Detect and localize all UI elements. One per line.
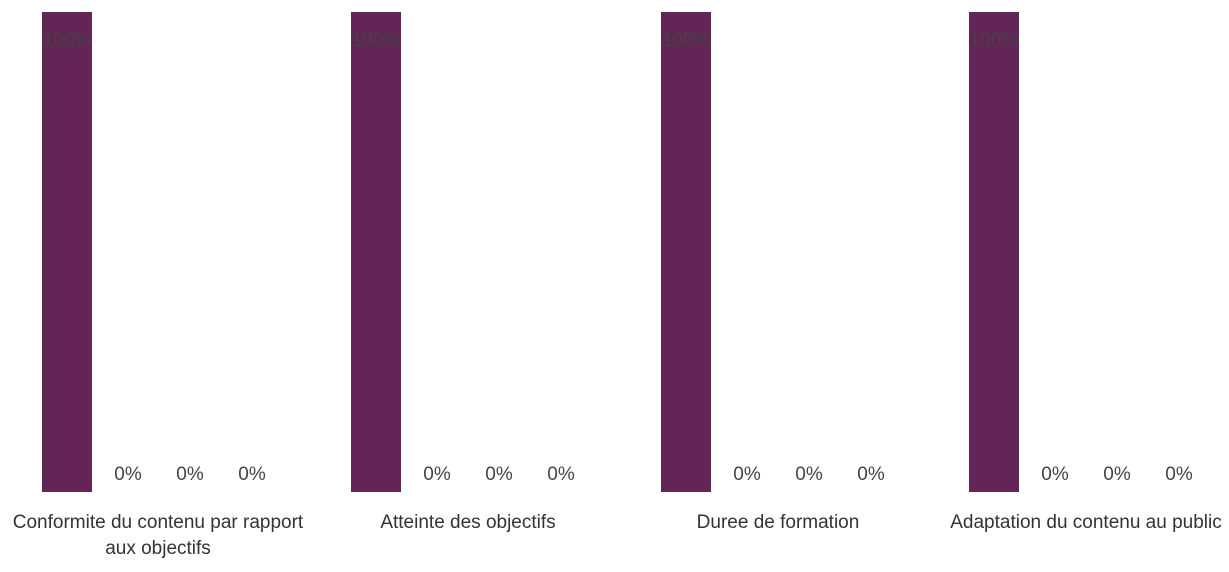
bar-2-0 [661,12,711,492]
data-label-1-2: 0% [485,464,513,485]
data-label-0-0: 100% [43,30,92,51]
data-label-2-0: 100% [662,30,711,51]
data-label-0-3: 0% [238,464,266,485]
data-label-0-2: 0% [176,464,204,485]
bar-1-0 [351,12,401,492]
category-label-0: Conformite du contenu par rapport aux ob… [12,512,304,559]
category-label-3: Adaptation du contenu au public [950,512,1222,533]
data-label-1-3: 0% [547,464,575,485]
bar-3-0 [969,12,1019,492]
data-label-3-0: 100% [970,30,1019,51]
data-label-2-3: 0% [857,464,885,485]
bar-0-0 [42,12,92,492]
data-label-1-0: 100% [352,30,401,51]
data-label-3-1: 0% [1041,464,1069,485]
data-label-2-2: 0% [795,464,823,485]
category-label-1: Atteinte des objectifs [380,512,556,533]
data-label-1-1: 0% [423,464,451,485]
data-label-3-3: 0% [1165,464,1193,485]
data-label-2-1: 0% [733,464,761,485]
category-label-2: Duree de formation [696,512,860,533]
data-label-3-2: 0% [1103,464,1131,485]
data-label-0-1: 0% [114,464,142,485]
